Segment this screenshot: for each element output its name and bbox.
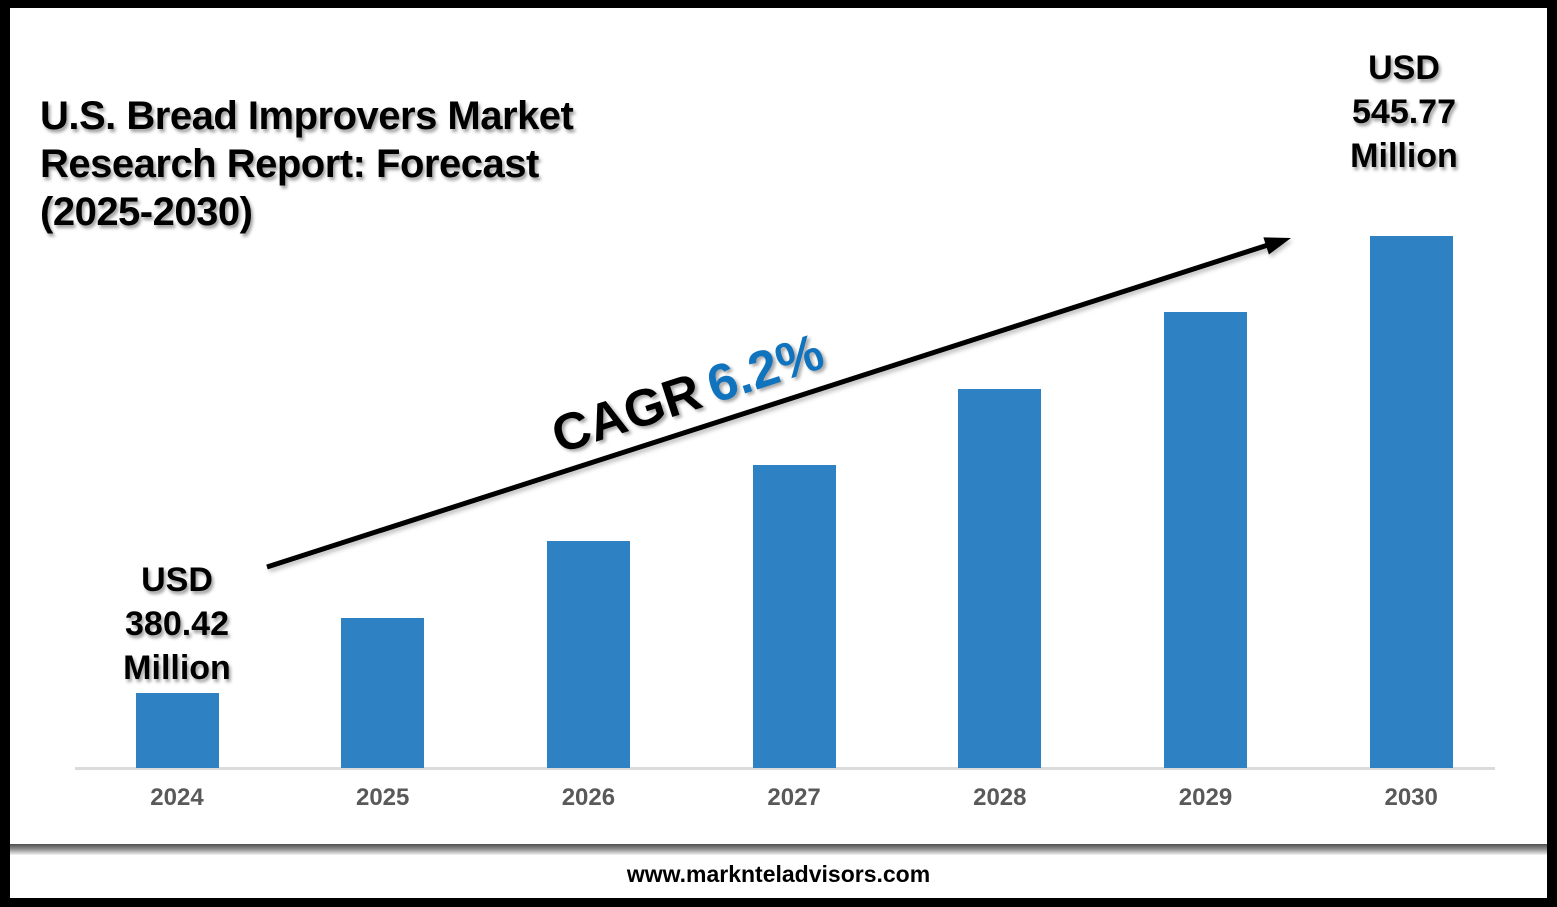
frame-border-left (0, 0, 10, 907)
x-tick-2026: 2026 (561, 784, 616, 811)
value-label-2024: USD 380.42 Million (123, 561, 231, 687)
bar-2027 (752, 465, 836, 768)
value-label-2030: USD 545.77 Million (1350, 49, 1458, 175)
bar-2024 (135, 693, 219, 768)
x-tick-2030: 2030 (1384, 784, 1438, 811)
bar-2025 (341, 618, 425, 768)
x-tick-2028: 2028 (973, 784, 1027, 811)
frame-border-bottom (0, 898, 1557, 907)
x-tick-2027: 2027 (767, 784, 821, 811)
chart-title: U.S. Bread Improvers Market Research Rep… (40, 94, 574, 234)
frame-border-right (1547, 0, 1557, 907)
bar-2030 (1369, 236, 1453, 768)
x-tick-2024: 2024 (150, 784, 204, 811)
frame-border-top (0, 0, 1557, 8)
bar-2028 (958, 389, 1042, 768)
bar-2026 (546, 541, 630, 768)
x-axis-baseline (75, 767, 1495, 770)
x-tick-2025: 2025 (355, 784, 410, 811)
x-tick-2029: 2029 (1178, 784, 1233, 811)
footer-divider (0, 844, 1557, 855)
footer-website-url: www.marknteladvisors.com (626, 861, 931, 887)
bar-2029 (1164, 312, 1247, 768)
